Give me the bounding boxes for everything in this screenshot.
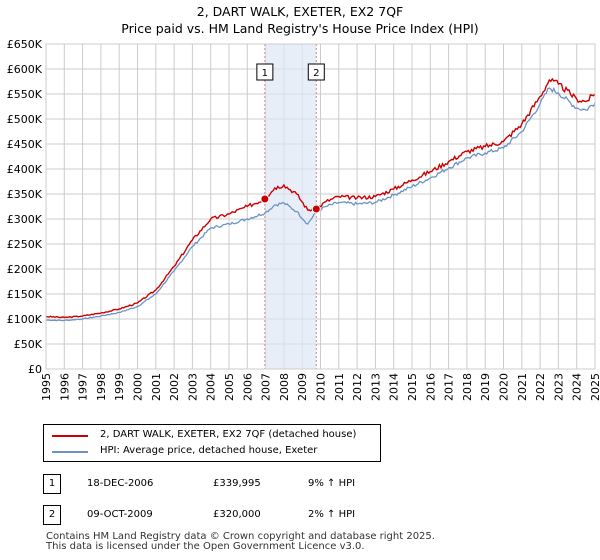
x-tick-label: 1998 (95, 373, 108, 401)
sale-marker-dot (260, 194, 270, 204)
x-tick-label: 2011 (333, 373, 346, 401)
y-tick-label: £200K (7, 263, 43, 276)
chart-title: 2, DART WALK, EXETER, EX2 7QF (196, 4, 404, 19)
x-tick-label: 2005 (223, 373, 236, 401)
sale-row-2: 2 09-OCT-2009 £320,000 2% ↑ HPI (43, 505, 373, 525)
x-tick-label: 2001 (150, 373, 163, 401)
x-tick-label: 2020 (498, 373, 511, 401)
x-tick-label: 2025 (589, 373, 600, 401)
legend-swatch-property (52, 435, 88, 437)
x-tick-label: 2010 (315, 373, 328, 401)
x-tick-label: 2000 (132, 373, 145, 401)
sale-marker-label: 1 (262, 68, 268, 79)
x-tick-label: 2017 (443, 373, 456, 401)
y-tick-label: £350K (7, 188, 43, 201)
footer-copyright: Contains HM Land Registry data © Crown c… (46, 531, 435, 542)
price-chart: £0 £50K £100K £150K £200K £250K £300K £350K £400… (7, 38, 600, 401)
sale-marker-box (307, 63, 325, 81)
sale-hpi-change: 9% ↑ HPI (308, 478, 356, 489)
y-tick-label: £500K (7, 113, 43, 126)
x-tick-label: 1999 (113, 373, 126, 401)
x-tick-label: 2006 (241, 373, 254, 401)
y-tick-label: £450K (7, 138, 43, 151)
sale-date: 18-DEC-2006 (87, 478, 154, 489)
grid (45, 43, 596, 370)
y-tick-label: £150K (7, 288, 43, 301)
legend-item-hpi: HPI: Average price, detached house, Exet… (44, 443, 380, 459)
x-tick-label: 2013 (369, 373, 382, 401)
legend: 2, DART WALK, EXETER, EX2 7QF (detached … (43, 424, 381, 462)
x-tick-label: 1996 (58, 373, 71, 401)
x-tick-label: 2009 (296, 373, 309, 401)
plot-frame (45, 43, 596, 370)
sale-marker-box (256, 63, 274, 81)
x-tick-label: 2012 (351, 373, 364, 401)
y-tick-label: £300K (7, 213, 43, 226)
sale-hpi-change: 2% ↑ HPI (308, 509, 356, 520)
x-tick-label: 2019 (479, 373, 492, 401)
y-tick-label: £550K (7, 88, 43, 101)
chart-subtitle: Price paid vs. HM Land Registry's House … (121, 21, 479, 36)
legend-label-property: 2, DART WALK, EXETER, EX2 7QF (detached … (100, 429, 357, 440)
x-tick-label: 2024 (571, 373, 584, 401)
sale-row-1: 1 18-DEC-2006 £339,995 9% ↑ HPI (43, 474, 373, 494)
property-series-line (45, 77, 596, 319)
x-tick-label: 2008 (278, 373, 291, 401)
sale-number-badge: 2 (43, 505, 61, 525)
y-tick-label: £400K (7, 163, 43, 176)
legend-label-hpi: HPI: Average price, detached house, Exet… (100, 445, 318, 456)
y-tick-label: £600K (7, 63, 43, 76)
x-tick-label: 2014 (388, 373, 401, 401)
x-tick-label: 1995 (40, 373, 53, 401)
sale-price: £339,995 (213, 478, 261, 489)
y-axis: £0 £50K £100K £150K £200K £250K £300K £350K £400… (7, 38, 43, 376)
x-tick-label: 2018 (461, 373, 474, 401)
y-tick-label: £100K (7, 313, 43, 326)
x-tick-label: 2016 (424, 373, 437, 401)
sale-marker-label: 2 (313, 68, 319, 79)
sale-number-badge: 1 (43, 474, 61, 494)
sale-marker-dot (311, 204, 321, 214)
sale-date: 09-OCT-2009 (87, 509, 153, 520)
legend-item-property: 2, DART WALK, EXETER, EX2 7QF (detached … (44, 427, 380, 443)
x-tick-label: 2021 (516, 373, 529, 401)
sale-price: £320,000 (213, 509, 261, 520)
x-tick-label: 2022 (534, 373, 547, 401)
y-tick-label: £250K (7, 238, 43, 251)
x-tick-label: 2002 (168, 373, 181, 401)
footer-licence: This data is licensed under the Open Gov… (46, 541, 365, 552)
x-tick-label: 2003 (186, 373, 199, 401)
y-tick-label: £50K (14, 338, 43, 351)
x-axis: 1995 1996 1997 1998 1999 2000 2001 2002 2003 2004… (40, 373, 600, 401)
x-tick-label: 1997 (77, 373, 90, 401)
x-tick-label: 2023 (552, 373, 565, 401)
x-tick-label: 2004 (205, 373, 218, 401)
x-tick-label: 2015 (406, 373, 419, 401)
legend-swatch-hpi (52, 451, 88, 453)
x-tick-label: 2007 (260, 373, 273, 401)
y-tick-label: £0 (28, 363, 42, 376)
y-tick-label: £650K (7, 38, 43, 51)
